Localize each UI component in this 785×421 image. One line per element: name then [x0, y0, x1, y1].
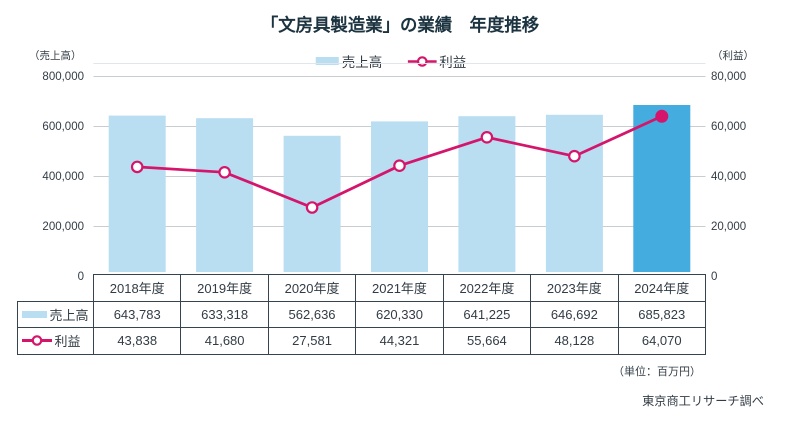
table-value-cell: 620,330	[355, 300, 444, 328]
left-axis-tick-label: 200,000	[42, 220, 84, 233]
legend: 売上高 利益	[315, 51, 466, 71]
table-value-cell: 48,128	[530, 327, 619, 355]
table-value-cell: 43,838	[92, 327, 182, 355]
sales-bar	[371, 121, 428, 273]
right-axis-unit-label: （利益）	[712, 50, 754, 62]
profit-marker	[393, 159, 406, 172]
right-axis-tick-label: 60,000	[711, 120, 747, 133]
table-series-label-cell: 売上高	[16, 300, 94, 328]
table-year-header-cell: 2021年度	[355, 274, 444, 302]
profit-marker	[305, 201, 319, 214]
data-table: 2018年度 2019年度 2020年度 2021年度 2022年度 2023年度 2024…	[16, 274, 706, 355]
table-series-label: 利益	[54, 334, 81, 350]
table-row-profit: 利益 43,838 41,680 27,581 44,321 55,664 48,128 64…	[16, 327, 706, 355]
table-value-cell: 685,823	[617, 300, 706, 328]
chart-title: 「文房具製造業」の業績 年度推移	[260, 15, 540, 35]
profit-line-marker-icon	[21, 335, 52, 347]
right-axis-tick-label: 0	[711, 270, 718, 283]
right-axis-tick-label: 40,000	[711, 170, 747, 183]
left-axis-tick-label: 800,000	[42, 70, 84, 83]
profit-marker	[218, 166, 231, 179]
left-axis-unit-label: （売上高）	[29, 50, 82, 62]
table-series-label: 売上高	[49, 307, 89, 323]
unit-note: （単位：百万円）	[613, 366, 701, 378]
table-row-sales: 売上高 643,783 633,318 562,636 620,330 641,225 64…	[16, 300, 706, 328]
left-axis-tick-label: 0	[77, 270, 84, 283]
left-axis-tick-label: 400,000	[42, 170, 84, 183]
legend-item-profit: 利益	[407, 51, 466, 71]
right-axis-tick-label: 80,000	[711, 70, 747, 83]
table-year-header-cell: 2022年度	[442, 274, 532, 302]
sales-bar	[545, 114, 603, 272]
table-value-cell: 41,680	[180, 327, 269, 355]
table-year-header-cell: 2020年度	[267, 274, 357, 302]
legend-profit-label: 利益	[439, 55, 467, 70]
table-corner-ghost-cell	[17, 275, 94, 302]
table-value-cell: 641,225	[442, 300, 532, 328]
table-year-header-cell: 2019年度	[180, 274, 269, 302]
profit-marker	[130, 160, 144, 174]
table-value-cell: 44,321	[355, 327, 444, 355]
sales-bar	[633, 105, 691, 272]
right-axis-tick-label: 20,000	[711, 220, 747, 233]
legend-item-sales: 売上高	[315, 51, 383, 71]
sales-bar-swatch-icon	[21, 310, 47, 318]
left-axis-tick-label: 600,000	[42, 120, 84, 133]
table-year-header-cell: 2018年度	[92, 274, 182, 302]
table-year-header-cell: 2024年度	[617, 274, 706, 302]
sales-bar	[108, 115, 166, 272]
legend-sales-label: 売上高	[341, 55, 383, 70]
table-value-cell: 55,664	[442, 327, 532, 355]
profit-marker-filled	[655, 109, 669, 123]
sales-bar	[196, 118, 254, 272]
table-value-cell: 562,636	[267, 300, 357, 328]
table-value-cell: 64,070	[617, 327, 706, 355]
table-header-row: 2018年度 2019年度 2020年度 2021年度 2022年度 2023年度 2024…	[17, 274, 706, 302]
source-note: 東京商工リサーチ調べ	[642, 394, 764, 408]
table-value-cell: 633,318	[180, 300, 269, 328]
profit-marker	[568, 149, 581, 163]
table-value-cell: 27,581	[267, 327, 357, 355]
table-value-cell: 646,692	[530, 300, 619, 328]
table-series-label-cell: 利益	[16, 327, 94, 355]
sales-bar-swatch-icon	[315, 57, 339, 65]
table-value-cell: 643,783	[92, 300, 182, 328]
table-year-header-cell: 2023年度	[530, 274, 619, 302]
profit-marker	[480, 131, 494, 144]
